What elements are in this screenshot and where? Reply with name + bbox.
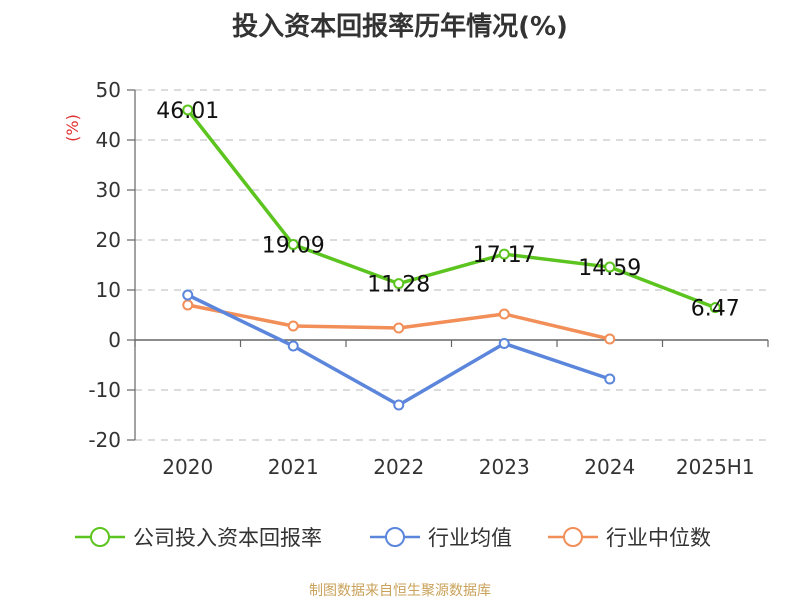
y-tick-label: 20 bbox=[96, 228, 121, 252]
data-label: 6.47 bbox=[691, 297, 740, 322]
data-point bbox=[182, 299, 194, 311]
data-label: 46.01 bbox=[156, 99, 219, 124]
data-point bbox=[287, 320, 299, 332]
data-point bbox=[182, 104, 194, 116]
data-point bbox=[182, 289, 194, 301]
x-tick-label: 2025H1 bbox=[676, 455, 755, 479]
y-tick-label: 50 bbox=[96, 78, 121, 102]
legend-label: 行业中位数 bbox=[606, 526, 711, 550]
series-line bbox=[187, 303, 611, 341]
data-label: 19.09 bbox=[262, 234, 325, 259]
chart-title: 投入资本回报率历年情况(%) bbox=[232, 12, 568, 42]
legend-label: 公司投入资本回报率 bbox=[133, 526, 322, 550]
y-tick-label: 10 bbox=[96, 278, 121, 302]
series-line bbox=[186, 293, 611, 407]
x-tick-label: 2020 bbox=[162, 455, 213, 479]
data-point bbox=[604, 261, 616, 273]
series-line bbox=[186, 108, 716, 310]
data-point bbox=[393, 322, 405, 334]
y-tick-label: 30 bbox=[96, 178, 121, 202]
data-label: 11.28 bbox=[367, 273, 430, 298]
data-point bbox=[287, 239, 299, 251]
data-point bbox=[393, 278, 405, 290]
data-label: 14.59 bbox=[578, 256, 641, 281]
x-tick-label: 2022 bbox=[373, 455, 424, 479]
data-point bbox=[604, 333, 616, 345]
x-tick-label: 2023 bbox=[479, 455, 530, 479]
x-tick-label: 2024 bbox=[584, 455, 635, 479]
data-point bbox=[287, 340, 299, 352]
legend-swatch-marker bbox=[90, 527, 110, 547]
data-point bbox=[498, 248, 510, 260]
data-point bbox=[498, 338, 510, 349]
x-tick-label: 2021 bbox=[268, 455, 319, 479]
legend-label: 行业均值 bbox=[428, 526, 512, 550]
y-tick-label: 40 bbox=[96, 128, 121, 152]
y-tick-label: 0 bbox=[108, 328, 121, 352]
data-point bbox=[709, 302, 721, 314]
data-label: 17.17 bbox=[473, 243, 536, 268]
y-tick-label: -10 bbox=[88, 378, 121, 402]
legend-swatch-marker bbox=[563, 527, 583, 547]
legend-swatch-marker bbox=[385, 527, 405, 547]
data-point bbox=[604, 373, 616, 385]
y-axis-unit: (%) bbox=[63, 114, 82, 142]
data-source-note: 制图数据来自恒生聚源数据库 bbox=[309, 583, 491, 599]
data-point bbox=[498, 308, 510, 320]
data-point bbox=[393, 399, 405, 411]
y-tick-label: -20 bbox=[88, 428, 121, 452]
